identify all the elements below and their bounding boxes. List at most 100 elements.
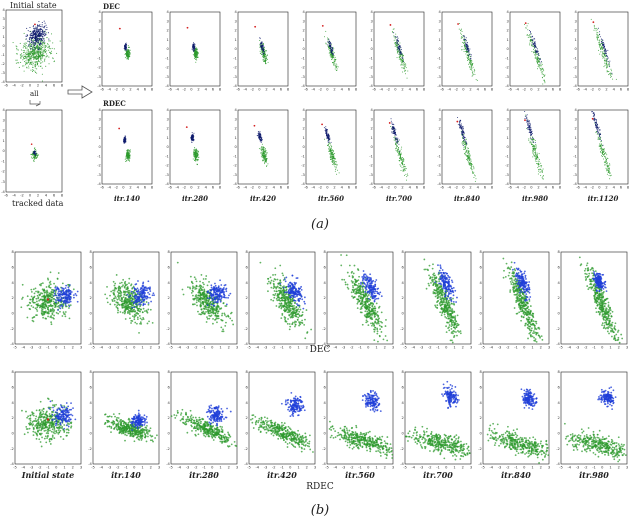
data-point [29, 34, 31, 36]
data-point [531, 138, 533, 140]
y-tick-label: 0 [167, 145, 170, 149]
data-point [27, 34, 29, 36]
data-point [44, 303, 47, 305]
y-tick-label: 2 [3, 26, 5, 30]
data-point [31, 54, 34, 56]
data-point [264, 55, 266, 57]
y-tick-label: -1 [573, 56, 577, 60]
data-point [390, 126, 392, 128]
data-point [193, 132, 195, 134]
data-point [608, 167, 610, 169]
data-point [466, 51, 468, 53]
data-point [33, 160, 35, 162]
data-point [45, 34, 47, 36]
data-point [468, 58, 470, 60]
data-point [525, 117, 527, 119]
data-point [530, 128, 532, 130]
data-point [129, 49, 131, 51]
data-point [259, 130, 261, 132]
data-point [31, 52, 34, 54]
data-point [463, 138, 465, 140]
data-point [543, 79, 545, 81]
data-point [335, 163, 337, 165]
data-point [191, 139, 193, 141]
data-point [332, 160, 334, 162]
x-tick-label: 4 [409, 88, 412, 92]
data-point [333, 63, 335, 65]
y-tick-label: 3 [3, 17, 5, 21]
data-point [259, 136, 261, 138]
data-point [334, 166, 336, 168]
data-point [532, 140, 534, 142]
iteration-label: itr.140 [114, 194, 140, 203]
data-point [399, 149, 401, 151]
data-point [529, 34, 531, 36]
data-point [36, 68, 38, 70]
data-point [41, 52, 43, 54]
data-point [328, 138, 330, 140]
x-tick-label: 2 [401, 186, 403, 190]
data-point [471, 71, 473, 73]
data-point [404, 65, 406, 67]
data-point [36, 306, 39, 309]
data-point [41, 39, 43, 41]
data-point [56, 52, 58, 54]
data-point [196, 156, 198, 158]
data-point [398, 47, 400, 49]
data-point [395, 149, 397, 151]
data-point [26, 54, 28, 56]
data-point [333, 48, 335, 50]
data-point [529, 130, 531, 132]
data-point [535, 44, 537, 46]
data-point [31, 47, 33, 49]
data-point [26, 49, 28, 51]
data-point [538, 58, 540, 60]
data-point [44, 22, 46, 24]
data-point [36, 61, 38, 63]
data-point [45, 56, 47, 58]
data-point [603, 57, 605, 59]
data-point [36, 156, 39, 158]
x-tick-label: 4 [545, 186, 548, 190]
data-point [39, 34, 41, 36]
data-point [398, 46, 400, 47]
y-tick-label: 2 [439, 29, 441, 33]
data-point [539, 67, 541, 69]
data-point [597, 138, 599, 140]
x-tick-label: 4 [341, 88, 344, 92]
data-point [24, 44, 26, 46]
data-point [404, 73, 406, 75]
data-point [192, 54, 194, 56]
data-point [36, 62, 38, 64]
data-point [403, 169, 405, 171]
x-tick-label: -1 [46, 346, 50, 350]
data-point [127, 153, 129, 155]
data-point [129, 151, 131, 153]
data-point [470, 158, 472, 160]
data-point [50, 290, 53, 293]
data-point [39, 24, 41, 26]
data-point [332, 152, 334, 154]
data-point [474, 175, 476, 177]
data-point [534, 44, 536, 46]
x-tick-label: 2 [537, 88, 539, 92]
x-tick-label: 8 [151, 186, 154, 190]
data-point [607, 168, 609, 170]
data-point [606, 55, 608, 57]
data-point [541, 72, 543, 74]
data-point [607, 64, 609, 66]
data-point [124, 45, 126, 47]
data-point [261, 151, 263, 153]
data-point [593, 115, 595, 117]
data-point [535, 54, 537, 56]
data-point [542, 73, 544, 75]
data-point [397, 137, 399, 139]
data-point [30, 69, 32, 71]
y-tick-label: 1 [235, 136, 237, 140]
data-point [537, 173, 539, 175]
data-point [37, 24, 39, 26]
data-point [538, 153, 540, 155]
data-point [527, 126, 529, 128]
data-point [400, 169, 402, 171]
data-point [30, 52, 32, 54]
